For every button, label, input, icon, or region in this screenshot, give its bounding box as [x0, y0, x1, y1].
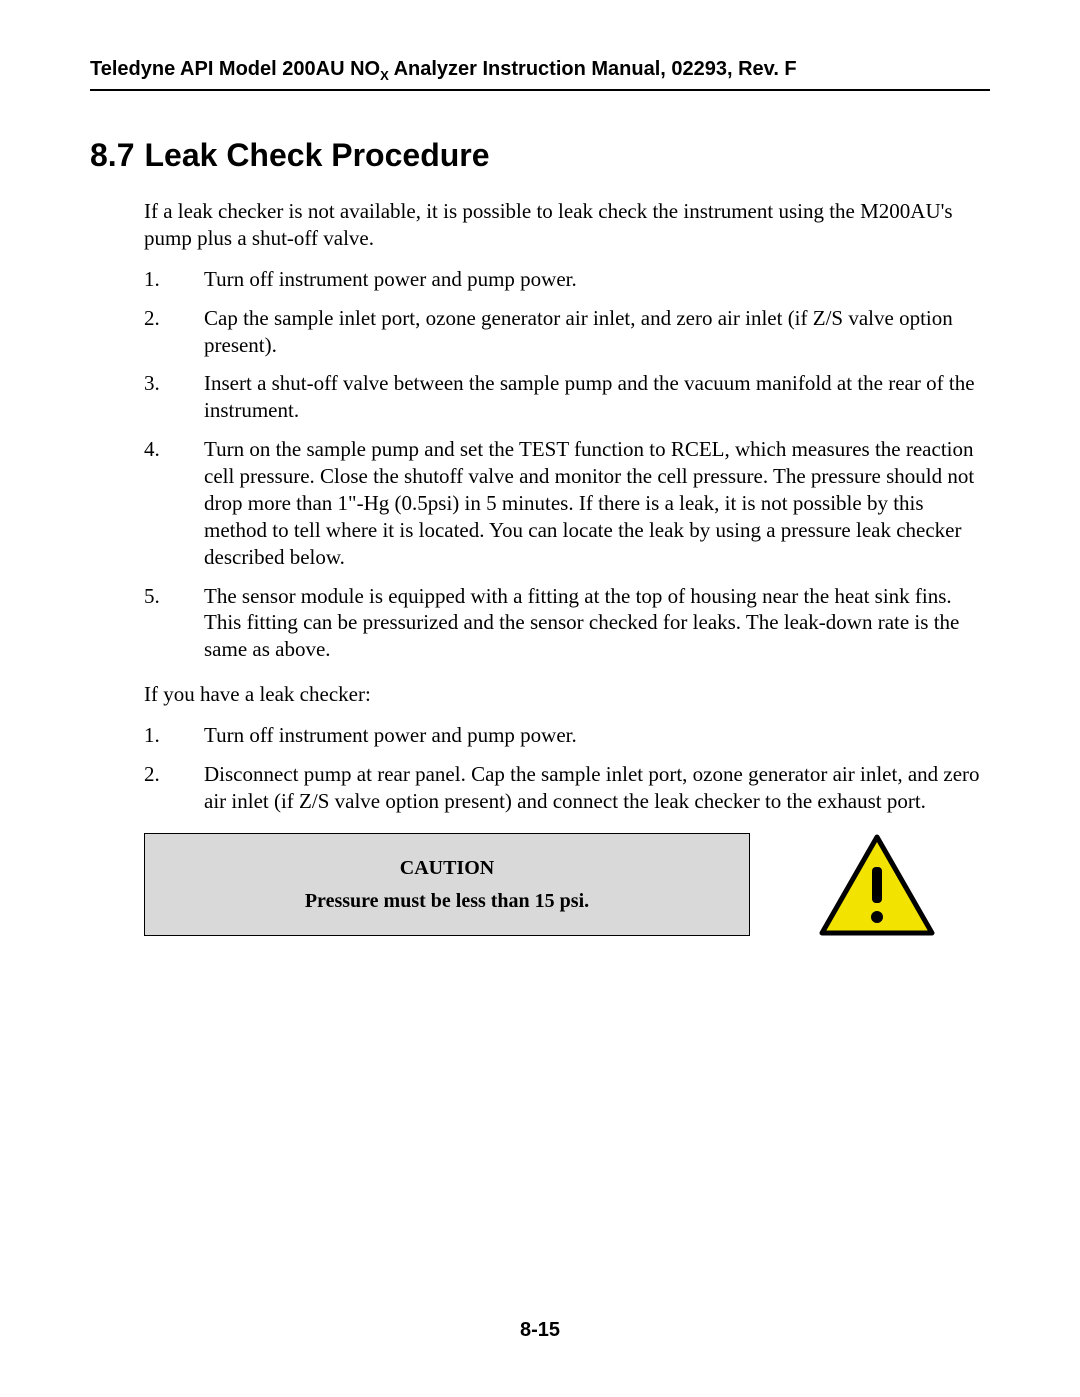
- intro-paragraph: If a leak checker is not available, it i…: [144, 198, 990, 252]
- list-item: Cap the sample inlet port, ozone generat…: [144, 305, 990, 359]
- list-item: Turn off instrument power and pump power…: [144, 266, 990, 293]
- step-text: Insert a shut-off valve between the samp…: [204, 371, 975, 422]
- list-item: Insert a shut-off valve between the samp…: [144, 370, 990, 424]
- warning-icon: [818, 833, 936, 944]
- section-heading: 8.7 Leak Check Procedure: [90, 137, 990, 174]
- page-header: Teledyne API Model 200AU NOX Analyzer In…: [90, 58, 990, 91]
- page-number: 8-15: [0, 1319, 1080, 1342]
- procedure-list-a: Turn off instrument power and pump power…: [144, 266, 990, 663]
- section-title-text: Leak Check Procedure: [144, 137, 489, 173]
- step-text: The sensor module is equipped with a fit…: [204, 584, 959, 662]
- step-text: Cap the sample inlet port, ozone generat…: [204, 306, 953, 357]
- header-sub: X: [380, 68, 389, 83]
- list-item: Turn on the sample pump and set the TEST…: [144, 436, 990, 570]
- caution-row: CAUTION Pressure must be less than 15 ps…: [144, 833, 990, 944]
- list-item: Disconnect pump at rear panel. Cap the s…: [144, 761, 990, 815]
- step-text: Turn on the sample pump and set the TEST…: [204, 437, 974, 569]
- header-prefix: Teledyne API Model 200AU NO: [90, 58, 380, 80]
- header-suffix: Analyzer Instruction Manual, 02293, Rev.…: [389, 58, 797, 80]
- caution-box: CAUTION Pressure must be less than 15 ps…: [144, 833, 750, 936]
- caution-title: CAUTION: [165, 856, 729, 882]
- section-number: 8.7: [90, 137, 134, 173]
- list-item: Turn off instrument power and pump power…: [144, 722, 990, 749]
- step-text: Turn off instrument power and pump power…: [204, 723, 577, 747]
- step-text: Disconnect pump at rear panel. Cap the s…: [204, 762, 980, 813]
- list-item: The sensor module is equipped with a fit…: [144, 583, 990, 664]
- step-text: Turn off instrument power and pump power…: [204, 267, 577, 291]
- bridge-paragraph: If you have a leak checker:: [144, 681, 990, 708]
- body-content: If a leak checker is not available, it i…: [144, 198, 990, 944]
- caution-text: Pressure must be less than 15 psi.: [165, 889, 729, 915]
- procedure-list-b: Turn off instrument power and pump power…: [144, 722, 990, 815]
